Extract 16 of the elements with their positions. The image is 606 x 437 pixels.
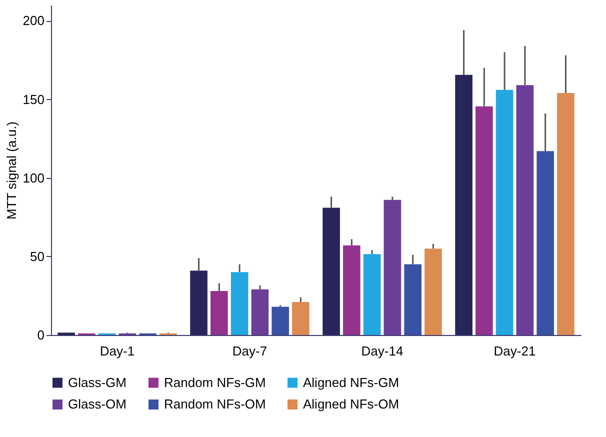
- legend-label: Random NFs-GM: [164, 374, 266, 390]
- y-tick-label: 0: [37, 328, 44, 342]
- y-tick-label: 100: [22, 170, 44, 186]
- x-tick-label: Day-7: [232, 344, 268, 358]
- x-tick-label: Day-14: [361, 344, 404, 358]
- y-tick-label: 50: [30, 248, 44, 264]
- legend-label: Glass-OM: [68, 396, 126, 412]
- legend-label: Glass-GM: [68, 374, 126, 390]
- y-axis-title: MTT signal (a.u.): [4, 121, 19, 220]
- legend-label: Random NFs-OM: [164, 396, 266, 412]
- y-tick-label: 200: [22, 13, 44, 28]
- x-tick-label: Day-1: [100, 344, 135, 358]
- legend-label: Aligned NFs-GM: [303, 374, 400, 390]
- y-tick-label: 150: [22, 92, 44, 107]
- legend-label: Aligned NFs-OM: [303, 396, 400, 412]
- x-tick-label: Day-21: [494, 344, 536, 358]
